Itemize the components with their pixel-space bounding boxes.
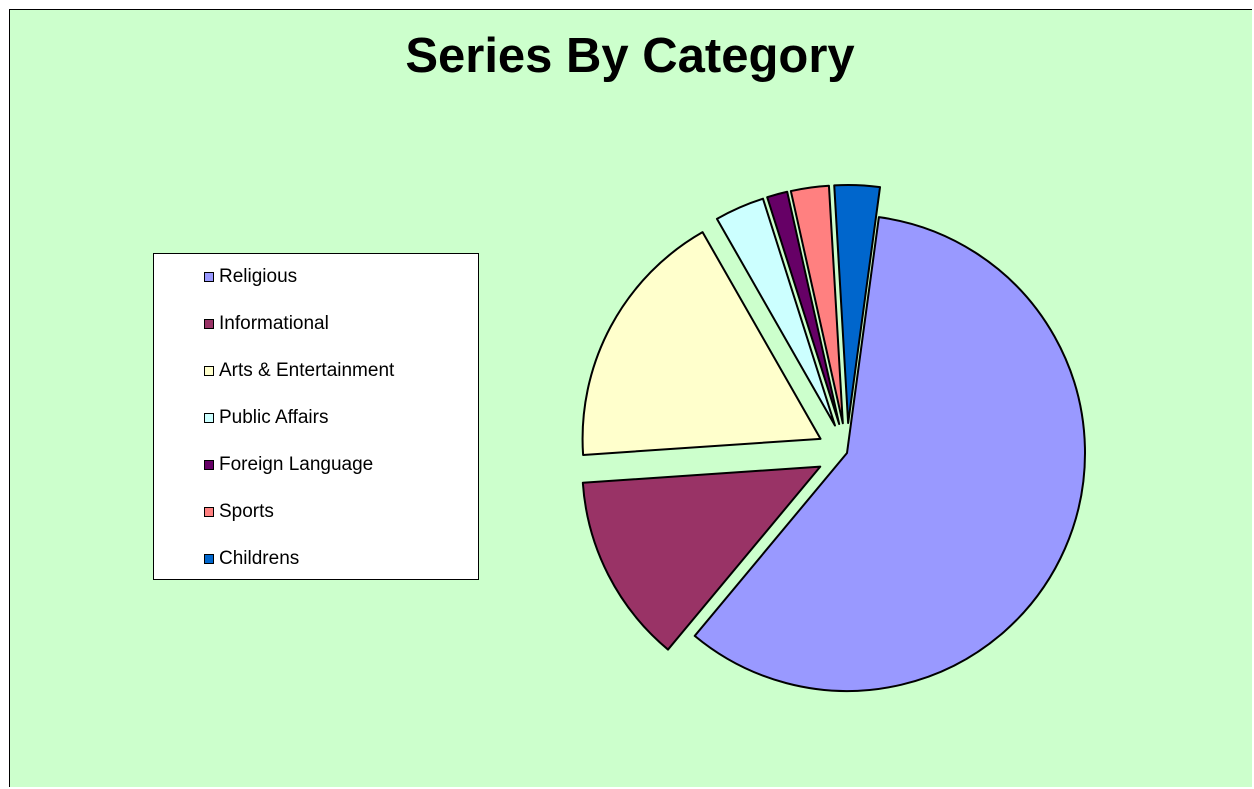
legend-item-sports: Sports: [204, 500, 274, 524]
legend-item-public-affairs: Public Affairs: [204, 406, 328, 430]
legend-swatch: [204, 319, 214, 329]
legend-label: Religious: [219, 266, 298, 287]
legend-swatch: [204, 507, 214, 517]
chart-title: Series By Category: [405, 29, 855, 83]
pie-slice-sports: [789, 184, 844, 425]
legend-swatch: [204, 554, 214, 564]
legend-item-foreign-language: Foreign Language: [204, 453, 373, 477]
legend-item-informational: Informational: [204, 312, 329, 336]
legend-label: Arts & Entertainment: [219, 360, 395, 381]
legend-swatch: [204, 413, 214, 423]
legend-swatch: [204, 366, 214, 376]
legend-label: Sports: [219, 501, 274, 522]
pie-slice-foreign-language: [766, 190, 841, 426]
legend-swatch: [204, 272, 214, 282]
legend-item-arts-entertainment: Arts & Entertainment: [204, 359, 394, 383]
pie-slice-religious: [693, 216, 1086, 693]
legend-swatch: [204, 460, 214, 470]
legend-label: Foreign Language: [219, 454, 374, 475]
legend-label: Public Affairs: [219, 407, 329, 428]
legend-item-childrens: Childrens: [204, 547, 299, 571]
legend-label: Childrens: [219, 548, 300, 569]
legend-label: Informational: [219, 313, 329, 334]
pie-slice-arts-entertainment: [581, 231, 822, 456]
legend-item-religious: Religious: [204, 265, 297, 289]
pie-slice-public-affairs: [715, 197, 836, 427]
pie-slice-informational: [581, 465, 822, 651]
pie-slice-childrens: [833, 184, 882, 425]
legend: Religious Informational Arts & Entertain…: [153, 253, 479, 580]
